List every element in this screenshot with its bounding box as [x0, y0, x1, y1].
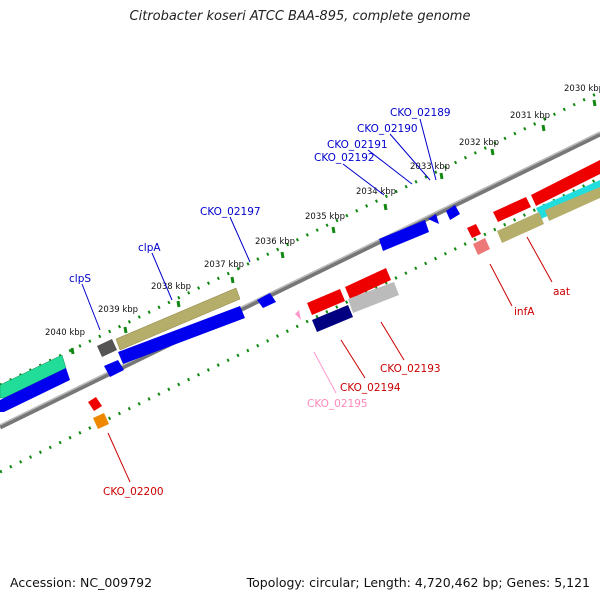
- gene-red-mid-a: [307, 289, 345, 315]
- gene-cko-02200: [93, 413, 109, 429]
- leader-cko-02190: [389, 133, 431, 181]
- forward-strand-genes: [0, 160, 600, 412]
- major-tick-mark: [176, 300, 181, 308]
- leader-cko-02197: [229, 216, 251, 263]
- gene-salmon: [473, 238, 490, 255]
- gene-label: CKO_02192: [314, 152, 375, 164]
- leader-cko-02191: [367, 149, 413, 185]
- gene-blue-long: [118, 306, 245, 364]
- leader-cko-02194: [340, 339, 366, 379]
- major-tick-mark: [70, 347, 75, 355]
- gene-label: CKO_02197: [200, 206, 261, 218]
- tick-label: 2033 kbp: [410, 162, 450, 172]
- major-tick-mark: [383, 203, 388, 211]
- gene-label: CKO_02200: [103, 486, 164, 498]
- gene-cko-02194: [312, 305, 353, 332]
- gene-label: infA: [514, 306, 535, 318]
- tick-labels: 2030 kbp 2031 kbp 2032 kbp 2033 kbp 2034 kbp…: [45, 84, 600, 338]
- gene-blue-small-a: [104, 360, 124, 377]
- reverse-strand-genes: [88, 224, 490, 429]
- genome-backbone-highlight: [0, 131, 600, 426]
- inner-tick-track: [0, 176, 600, 474]
- leader-cko-02189: [419, 118, 437, 181]
- map-title: Citrobacter koseri ATCC BAA-895, complet…: [129, 9, 471, 24]
- major-tick-mark: [280, 251, 285, 259]
- outer-tick-track: [0, 90, 600, 387]
- gene-label: clpS: [69, 273, 91, 285]
- gene-cko-02197: [257, 293, 276, 308]
- gene-label: CKO_02190: [357, 123, 418, 135]
- leader-cko-02200: [107, 432, 131, 483]
- tick-label: 2030 kbp: [564, 84, 600, 94]
- gene-cko-02192: [379, 220, 429, 251]
- major-ticks: [70, 99, 597, 355]
- leader-cko-02195: [313, 351, 337, 394]
- genome-summary-text: Topology: circular; Length: 4,720,462 bp…: [246, 575, 590, 590]
- gene-cko-02191: [428, 214, 439, 224]
- gene-label: clpA: [138, 242, 161, 254]
- tick-label: 2032 kbp: [459, 138, 499, 148]
- major-tick-mark: [123, 326, 128, 334]
- gene-label: CKO_02191: [327, 139, 388, 151]
- gene-clps: [97, 339, 117, 357]
- gene-arrow-blue: [0, 368, 70, 412]
- gene-label: CKO_02189: [390, 107, 451, 119]
- leader-cko-02193: [380, 321, 405, 361]
- tick-label: 2036 kbp: [255, 237, 295, 247]
- gene-label: aat: [553, 286, 570, 298]
- major-tick-mark: [541, 124, 546, 132]
- gene-olive-far: [545, 187, 600, 221]
- gene-label: CKO_02194: [340, 382, 401, 394]
- tick-label: 2040 kbp: [45, 328, 85, 338]
- major-tick-mark: [592, 99, 597, 107]
- label-leaders: [81, 118, 553, 483]
- gene-label: CKO_02195: [307, 398, 368, 410]
- major-tick-mark: [490, 148, 495, 156]
- gene-arrow-green: [0, 354, 67, 399]
- leader-clpa: [151, 252, 173, 301]
- gene-olive-right: [497, 212, 544, 243]
- leader-infa: [489, 263, 513, 307]
- gene-cko-02200-red: [88, 397, 102, 411]
- major-tick-mark: [439, 172, 444, 180]
- tick-label: 2038 kbp: [151, 282, 191, 292]
- leader-cko-02192: [342, 163, 385, 196]
- gene-red-right-a: [493, 197, 531, 222]
- gene-label: CKO_02193: [380, 363, 441, 375]
- tick-label: 2034 kbp: [356, 187, 396, 197]
- gene-cko-02193: [348, 282, 399, 313]
- tick-label: 2039 kbp: [98, 305, 138, 315]
- gene-red-mid-b: [345, 268, 391, 299]
- tick-label: 2035 kbp: [305, 212, 345, 222]
- leader-clps: [81, 283, 101, 331]
- gene-infa: [467, 224, 481, 238]
- gene-cko-02195: [295, 310, 301, 320]
- accession-text: Accession: NC_009792: [10, 575, 153, 590]
- major-tick-mark: [331, 226, 336, 234]
- tick-label: 2031 kbp: [510, 111, 550, 121]
- genome-backbone: [0, 131, 600, 430]
- gene-red-right-b: [531, 160, 600, 206]
- tick-label: 2037 kbp: [204, 260, 244, 270]
- gene-clpa: [115, 287, 241, 351]
- major-tick-mark: [230, 276, 235, 284]
- gene-cko-02189: [446, 205, 460, 220]
- leader-aat: [526, 236, 553, 283]
